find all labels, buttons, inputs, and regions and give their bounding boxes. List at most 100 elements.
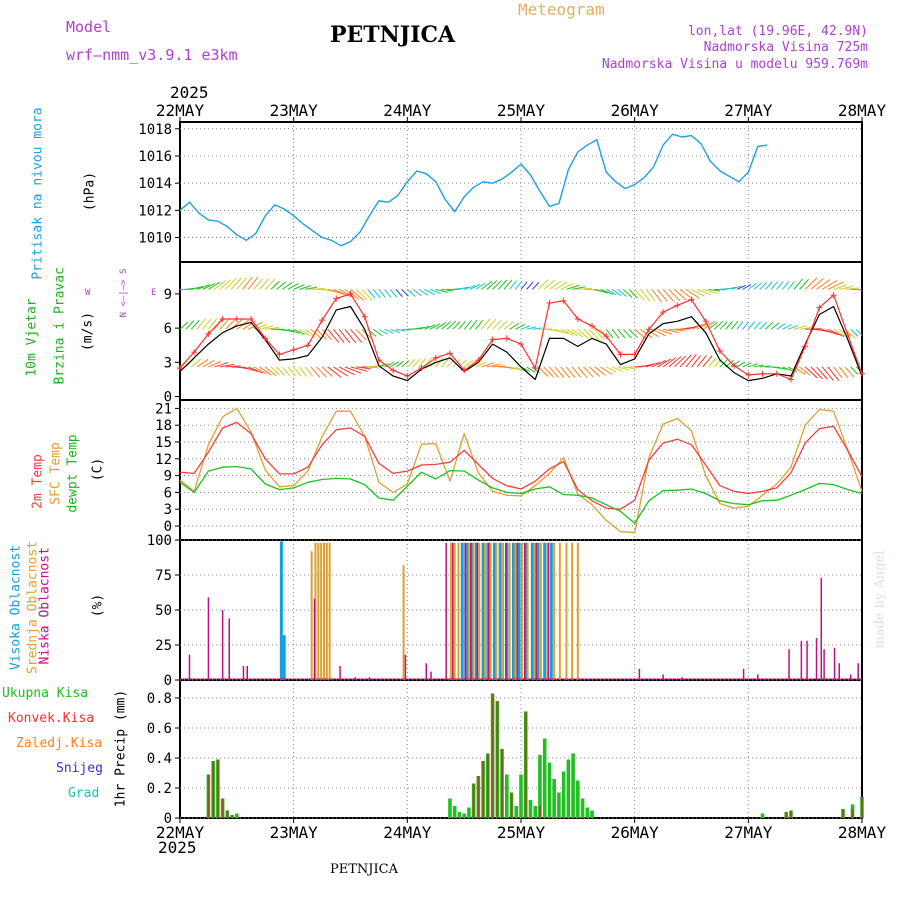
wind-barb <box>821 279 838 290</box>
wind-barb <box>338 366 355 376</box>
cloud-mid-bar <box>520 542 523 680</box>
cloud-mid-bar <box>314 542 317 680</box>
cloud-mid-bar <box>320 542 323 680</box>
wind-barb <box>333 366 349 377</box>
precip-conv-bar <box>851 809 854 818</box>
precip-total-bar <box>576 780 580 818</box>
wind-barb <box>412 327 424 330</box>
wind-barb <box>810 366 823 380</box>
gust-marker <box>262 335 269 342</box>
wind-barb <box>827 366 840 381</box>
wind-barb <box>208 318 218 330</box>
cloud-low-bar <box>823 649 825 680</box>
wind-barb <box>406 288 416 298</box>
wind-barb <box>816 279 831 290</box>
cloud-low-bar <box>833 647 836 680</box>
gust-marker <box>631 351 638 358</box>
wind-barb <box>248 366 263 374</box>
wind-barb <box>520 281 528 290</box>
wind-barb <box>696 288 712 296</box>
legend-snow: Snijeg <box>56 761 103 776</box>
precip-total-bar <box>538 755 542 818</box>
wind-barb <box>321 366 334 377</box>
precip-conv-bar <box>221 798 224 818</box>
x-label-top: 23MAY <box>270 101 319 120</box>
wind-barb <box>196 318 206 330</box>
wind-barb <box>833 284 847 290</box>
t2m-line <box>179 421 863 510</box>
wind-barb <box>531 281 540 290</box>
wind-barb <box>702 320 716 330</box>
cloud-mid-bar <box>489 542 492 680</box>
precip-total-bar <box>571 753 575 818</box>
wind-barb <box>259 278 270 290</box>
wind-barb <box>418 288 429 296</box>
wind-barb <box>805 328 822 330</box>
wind-barb <box>782 366 793 372</box>
precip-conv-bar <box>216 759 219 818</box>
cloud-mid-bar <box>457 542 460 680</box>
cloud-high-bar <box>498 542 502 680</box>
precip-conv-bar <box>486 753 489 818</box>
cloud-low-bar <box>404 654 407 680</box>
precip-conv-bar <box>231 815 234 818</box>
wind-barb <box>770 322 780 330</box>
y-tick-label: 0.2 <box>147 781 172 797</box>
wind-barb <box>748 283 757 290</box>
wind-barb <box>793 278 803 290</box>
wind-barb <box>355 328 367 341</box>
precip-total-bar <box>514 806 519 818</box>
wind-barb <box>799 326 813 330</box>
gust-marker <box>233 316 240 323</box>
cloud-low-bar <box>313 598 316 680</box>
gust-marker <box>745 371 752 378</box>
wind-barb <box>509 280 517 290</box>
gust-marker <box>418 365 425 372</box>
wind-barb <box>691 288 705 297</box>
y-tick-label: 50 <box>155 603 172 619</box>
gust-marker <box>375 357 382 364</box>
precip-conv-bar <box>524 711 527 818</box>
wind-barb <box>776 281 784 290</box>
wind-barb <box>480 318 491 330</box>
wind-barb <box>282 282 293 290</box>
wind-barb <box>378 289 386 298</box>
legend-conv: Konvek.Kisa <box>8 711 95 726</box>
cloud-low-bar <box>820 577 823 680</box>
gust-marker <box>645 326 652 333</box>
cloud-low-bar <box>488 542 490 680</box>
y-tick-label: 9 <box>164 469 172 485</box>
model-elevation-text: Nadmorska Visina u modelu 959.769m <box>601 57 868 72</box>
cloud-high-bar <box>543 542 547 680</box>
wind-barb <box>441 357 450 368</box>
wind-barb <box>384 328 395 334</box>
precip-conv-bar <box>510 792 513 818</box>
wind-barb <box>702 288 718 294</box>
wind-barb <box>753 321 761 330</box>
wind-barb <box>554 366 565 379</box>
gust-marker <box>518 341 524 348</box>
cloud-low-bar <box>815 638 818 680</box>
cloud-low-bar <box>339 666 341 680</box>
cloud-low-bar <box>207 597 210 680</box>
cloud-high-bar <box>282 635 286 680</box>
y-tick-label: 15 <box>155 435 172 451</box>
wind-barb <box>554 281 568 290</box>
gust-marker <box>390 367 397 374</box>
cloud-mid-bar <box>472 542 475 680</box>
wind-barb <box>401 289 409 297</box>
wind-barb <box>611 288 622 297</box>
wind-barb <box>566 328 579 337</box>
gust-marker <box>177 365 183 372</box>
wind-barb <box>571 328 584 338</box>
wind-barb <box>304 366 314 377</box>
wind-barb <box>787 281 795 290</box>
wind-barb <box>594 328 604 340</box>
wind-barb <box>747 321 756 330</box>
cloud-mid-bar <box>514 542 517 680</box>
wind-barb <box>617 288 627 297</box>
x-label-top: 24MAY <box>383 101 432 120</box>
x-label-bottom: 28MAY <box>838 823 887 842</box>
cloud-high-bar <box>505 542 509 680</box>
gust-marker <box>503 335 510 342</box>
